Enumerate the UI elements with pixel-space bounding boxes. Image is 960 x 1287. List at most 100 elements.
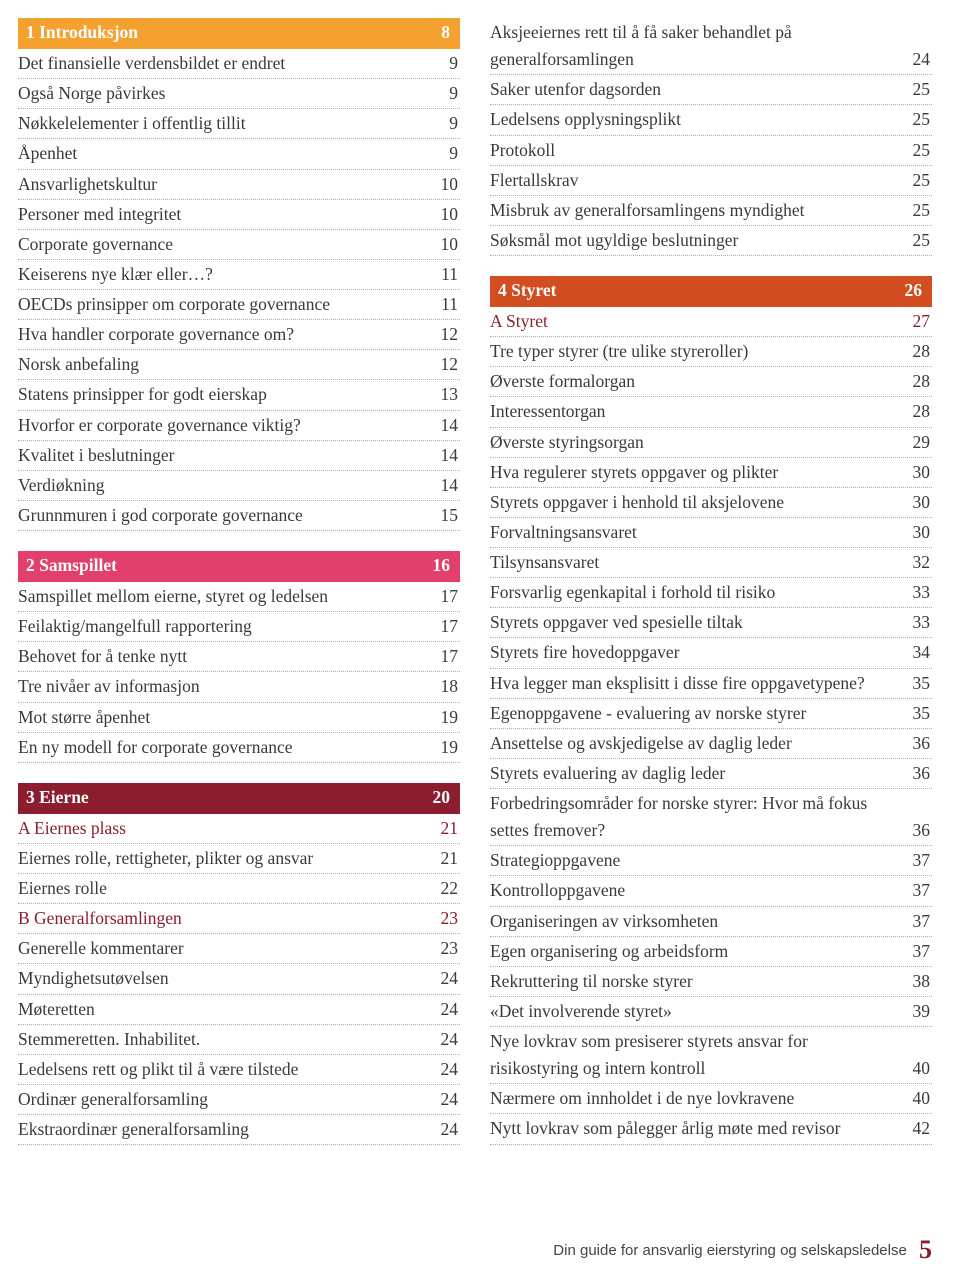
toc-row-label: A Styret [490,308,909,335]
toc-row[interactable]: Kontrolloppgavene37 [490,876,932,906]
toc-row-label: Keiserens nye klær eller…? [18,261,437,288]
toc-row[interactable]: Ledelsens opplysningsplikt25 [490,105,932,135]
toc-row[interactable]: Ledelsens rett og plikt til å være tilst… [18,1055,460,1085]
toc-row[interactable]: Verdiøkning14 [18,471,460,501]
toc-subheading-row[interactable]: A Styret27 [490,307,932,337]
toc-row-page: 21 [437,845,459,872]
toc-row[interactable]: Nøkkelelementer i offentlig tillit9 [18,109,460,139]
toc-row[interactable]: Ekstraordinær generalforsamling24 [18,1115,460,1145]
toc-row[interactable]: Rekruttering til norske styrer38 [490,967,932,997]
toc-row[interactable]: Tilsynsansvaret32 [490,548,932,578]
toc-section-heading: 1 Introduksjon8 [18,18,460,49]
toc-row[interactable]: Organiseringen av virksomheten37 [490,907,932,937]
toc-row-label: Feilaktig/mangelfull rapportering [18,613,437,640]
toc-row[interactable]: Styrets oppgaver i henhold til aksjelove… [490,488,932,518]
toc-row[interactable]: OECDs prinsipper om corporate governance… [18,290,460,320]
toc-row[interactable]: Hva regulerer styrets oppgaver og plikte… [490,458,932,488]
toc-row[interactable]: Egen organisering og arbeidsform37 [490,937,932,967]
toc-row[interactable]: Forbedringsområder for norske styrer: Hv… [490,789,932,846]
toc-row-page: 17 [437,643,459,670]
toc-row[interactable]: Tre nivåer av informasjon18 [18,672,460,702]
toc-row[interactable]: Corporate governance10 [18,230,460,260]
toc-row[interactable]: Saker utenfor dagsorden25 [490,75,932,105]
section-heading-label: 2 Samspillet [26,555,117,576]
toc-row[interactable]: Det finansielle verdensbildet er endret9 [18,49,460,79]
toc-row[interactable]: Nærmere om innholdet i de nye lovkravene… [490,1084,932,1114]
toc-row[interactable]: Eiernes rolle22 [18,874,460,904]
toc-row[interactable]: Aksjeeiernes rett til å få saker behandl… [490,18,932,75]
toc-row[interactable]: Hva handler corporate governance om?12 [18,320,460,350]
toc-row[interactable]: Keiserens nye klær eller…?11 [18,260,460,290]
toc-row-label: Det finansielle verdensbildet er endret [18,50,445,77]
toc-row-label: Ledelsens opplysningsplikt [490,106,909,133]
toc-row[interactable]: Ansvarlighetskultur10 [18,170,460,200]
toc-row-page: 30 [909,459,931,486]
toc-row-page: 37 [909,877,931,904]
toc-row[interactable]: Åpenhet9 [18,139,460,169]
toc-row[interactable]: Hvorfor er corporate governance viktig?1… [18,411,460,441]
toc-row[interactable]: Kvalitet i beslutninger14 [18,441,460,471]
toc-row-label: Styrets fire hovedoppgaver [490,639,909,666]
toc-row[interactable]: Styrets oppgaver ved spesielle tiltak33 [490,608,932,638]
toc-row[interactable]: Egenoppgavene - evaluering av norske sty… [490,699,932,729]
section-heading-page: 8 [441,22,450,43]
toc-row[interactable]: Nytt lovkrav som pålegger årlig møte med… [490,1114,932,1144]
toc-row-label: Nye lovkrav som presiserer styrets ansva… [490,1028,909,1082]
toc-row[interactable]: «Det involverende styret»39 [490,997,932,1027]
toc-row-label: Ordinær generalforsamling [18,1086,437,1113]
toc-row-page: 27 [909,308,931,335]
toc-row-page: 10 [437,171,459,198]
toc-row[interactable]: Ordinær generalforsamling24 [18,1085,460,1115]
toc-row[interactable]: Generelle kommentarer23 [18,934,460,964]
toc-row[interactable]: Personer med integritet10 [18,200,460,230]
toc-row[interactable]: Strategioppgavene37 [490,846,932,876]
toc-row[interactable]: Søksmål mot ugyldige beslutninger25 [490,226,932,256]
toc-row[interactable]: Tre typer styrer (tre ulike styreroller)… [490,337,932,367]
toc-row[interactable]: Møteretten24 [18,995,460,1025]
toc-page: 1 Introduksjon8Det finansielle verdensbi… [0,0,960,1145]
section-heading-page: 16 [433,555,451,576]
toc-row[interactable]: Samspillet mellom eierne, styret og lede… [18,582,460,612]
toc-row-page: 10 [437,231,459,258]
section-heading-page: 20 [433,787,451,808]
toc-row[interactable]: Feilaktig/mangelfull rapportering17 [18,612,460,642]
toc-row-page: 13 [437,381,459,408]
toc-row[interactable]: En ny modell for corporate governance19 [18,733,460,763]
toc-row-page: 40 [909,1085,931,1112]
toc-row[interactable]: Stemmeretten. Inhabilitet.24 [18,1025,460,1055]
toc-row-page: 25 [909,106,931,133]
toc-row[interactable]: Eiernes rolle, rettigheter, plikter og a… [18,844,460,874]
toc-row[interactable]: Styrets fire hovedoppgaver34 [490,638,932,668]
toc-row-label: Egen organisering og arbeidsform [490,938,909,965]
toc-row[interactable]: Også Norge påvirkes9 [18,79,460,109]
toc-row-page: 25 [909,167,931,194]
toc-row[interactable]: Styrets evaluering av daglig leder36 [490,759,932,789]
toc-row-label: Egenoppgavene - evaluering av norske sty… [490,700,909,727]
toc-row[interactable]: Behovet for å tenke nytt17 [18,642,460,672]
toc-row[interactable]: Norsk anbefaling12 [18,350,460,380]
toc-row[interactable]: Øverste formalorgan28 [490,367,932,397]
toc-row[interactable]: Forsvarlig egenkapital i forhold til ris… [490,578,932,608]
toc-row-label: Organiseringen av virksomheten [490,908,909,935]
toc-subheading-row[interactable]: B Generalforsamlingen23 [18,904,460,934]
toc-row[interactable]: Nye lovkrav som presiserer styrets ansva… [490,1027,932,1084]
toc-row[interactable]: Øverste styringsorgan29 [490,428,932,458]
toc-row[interactable]: Myndighetsutøvelsen24 [18,964,460,994]
toc-row[interactable]: Misbruk av generalforsamlingens myndighe… [490,196,932,226]
toc-row[interactable]: Grunnmuren i god corporate governance15 [18,501,460,531]
toc-row[interactable]: Interessentorgan28 [490,397,932,427]
toc-row[interactable]: Hva legger man eksplisitt i disse fire o… [490,669,932,699]
toc-subheading-row[interactable]: A Eiernes plass21 [18,814,460,844]
toc-row[interactable]: Flertallskrav25 [490,166,932,196]
toc-row[interactable]: Ansettelse og avskjedigelse av daglig le… [490,729,932,759]
toc-row-label: Øverste styringsorgan [490,429,909,456]
toc-spacer [18,531,460,551]
toc-row-label: Norsk anbefaling [18,351,437,378]
toc-row-label: Tre nivåer av informasjon [18,673,437,700]
toc-row[interactable]: Protokoll25 [490,136,932,166]
toc-right-column: Aksjeeiernes rett til å få saker behandl… [490,18,932,1145]
toc-row[interactable]: Mot større åpenhet19 [18,703,460,733]
toc-row-label: Forvaltningsansvaret [490,519,909,546]
toc-row[interactable]: Forvaltningsansvaret30 [490,518,932,548]
toc-row[interactable]: Statens prinsipper for godt eierskap13 [18,380,460,410]
